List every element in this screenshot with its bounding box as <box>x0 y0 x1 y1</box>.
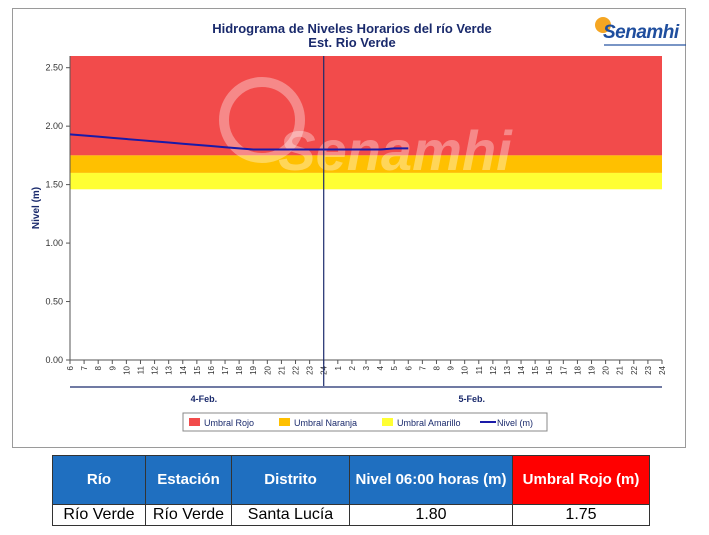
x-tick-label: 23 <box>644 365 653 374</box>
y-tick-label: 2.50 <box>45 63 63 73</box>
x-tick-label: 23 <box>306 365 315 374</box>
x-tick-label: 21 <box>277 365 286 374</box>
legend-box <box>182 412 548 432</box>
x-tick-label: 12 <box>489 365 498 374</box>
x-tick-label: 6 <box>404 365 413 370</box>
x-tick-label: 2 <box>348 365 357 370</box>
x-tick-label: 17 <box>559 365 568 374</box>
x-tick-label: 18 <box>573 365 582 374</box>
legend-label-umbral-rojo: Umbral Rojo <box>204 418 254 428</box>
x-tick-label: 5 <box>390 365 399 370</box>
legend-swatch-umbral-naranja <box>279 418 290 426</box>
x-tick-label: 11 <box>136 365 145 374</box>
x-tick-label: 24 <box>658 365 667 374</box>
header-rio: Río <box>52 455 146 505</box>
x-tick-label: 10 <box>122 365 131 374</box>
x-tick-label: 12 <box>151 365 160 374</box>
table-row: Río Verde Río Verde Santa Lucía 1.80 1.7… <box>52 504 650 526</box>
station-info-table: Río Estación Distrito Nivel 06:00 horas … <box>52 455 650 526</box>
y-tick-label: 2.00 <box>45 121 63 131</box>
cell-rio: Río Verde <box>52 504 146 526</box>
x-tick-label: 17 <box>221 365 230 374</box>
x-tick-label: 9 <box>447 365 456 370</box>
band-umbral-amarillo <box>70 172 662 190</box>
watermark-sun-icon <box>219 77 305 163</box>
x-tick-label: 3 <box>362 365 371 370</box>
x-tick-label: 10 <box>461 365 470 374</box>
logo-underline <box>604 44 686 46</box>
x-tick-label: 7 <box>418 365 427 370</box>
header-nivel: Nivel 06:00 horas (m) <box>349 455 513 505</box>
x-tick-label: 21 <box>616 365 625 374</box>
x-tick-label: 8 <box>94 365 103 370</box>
x-tick-label: 15 <box>193 365 202 374</box>
x-tick-label: 6 <box>66 365 75 370</box>
table-header-row: Río Estación Distrito Nivel 06:00 horas … <box>52 455 650 505</box>
x-day-label: 4-Feb. <box>191 394 218 404</box>
y-tick-label: 0.50 <box>45 297 63 307</box>
x-tick-label: 18 <box>235 365 244 374</box>
header-umbral-rojo: Umbral Rojo (m) <box>512 455 650 505</box>
band-umbral-naranja <box>70 155 662 173</box>
x-tick-label: 7 <box>80 365 89 370</box>
x-tick-label: 19 <box>249 365 258 374</box>
header-distrito: Distrito <box>231 455 350 505</box>
cell-estacion: Río Verde <box>145 504 232 526</box>
x-tick-label: 19 <box>588 365 597 374</box>
y-tick-label: 1.00 <box>45 238 63 248</box>
x-tick-label: 22 <box>630 365 639 374</box>
band-umbral-rojo <box>70 56 662 156</box>
x-tick-label: 22 <box>292 365 301 374</box>
logo-sun-icon <box>595 17 611 33</box>
x-tick-label: 11 <box>475 365 484 374</box>
cell-umbral-rojo: 1.75 <box>512 504 650 526</box>
x-tick-label: 9 <box>108 365 117 370</box>
series-line-nivel <box>69 133 409 151</box>
chart-svg: Hidrograma de Niveles Horarios del río V… <box>31 21 667 432</box>
x-day-label: 5-Feb. <box>458 394 485 404</box>
x-tick-label: 15 <box>531 365 540 374</box>
x-tick-label: 8 <box>432 365 441 370</box>
x-tick-label: 13 <box>165 365 174 374</box>
x-tick-label: 13 <box>503 365 512 374</box>
logo-senamhi: Senamhi <box>603 22 679 43</box>
x-tick-label: 20 <box>602 365 611 374</box>
legend-label-nivel-m: Nivel (m) <box>497 418 533 428</box>
x-tick-label: 4 <box>376 365 385 370</box>
x-tick-label: 20 <box>263 365 272 374</box>
legend-swatch-umbral-amarillo <box>382 418 393 426</box>
header-estacion: Estación <box>145 455 232 505</box>
y-tick-label: 1.50 <box>45 180 63 190</box>
x-tick-label: 16 <box>207 365 216 374</box>
x-tick-label: 16 <box>545 365 554 374</box>
chart-subtitle: Est. Rio Verde <box>308 35 395 50</box>
cell-nivel: 1.80 <box>349 504 513 526</box>
x-tick-label: 14 <box>517 365 526 374</box>
x-tick-label: 14 <box>179 365 188 374</box>
x-tick-label: 1 <box>334 365 343 370</box>
cell-distrito: Santa Lucía <box>231 504 350 526</box>
legend-label-umbral-amarillo: Umbral Amarillo <box>397 418 461 428</box>
legend-swatch-umbral-rojo <box>189 418 200 426</box>
y-axis-label: Nivel (m) <box>31 187 42 229</box>
legend-label-umbral-naranja: Umbral Naranja <box>294 418 357 428</box>
chart-title: Hidrograma de Niveles Horarios del río V… <box>212 21 492 36</box>
y-tick-label: 0.00 <box>45 355 63 365</box>
